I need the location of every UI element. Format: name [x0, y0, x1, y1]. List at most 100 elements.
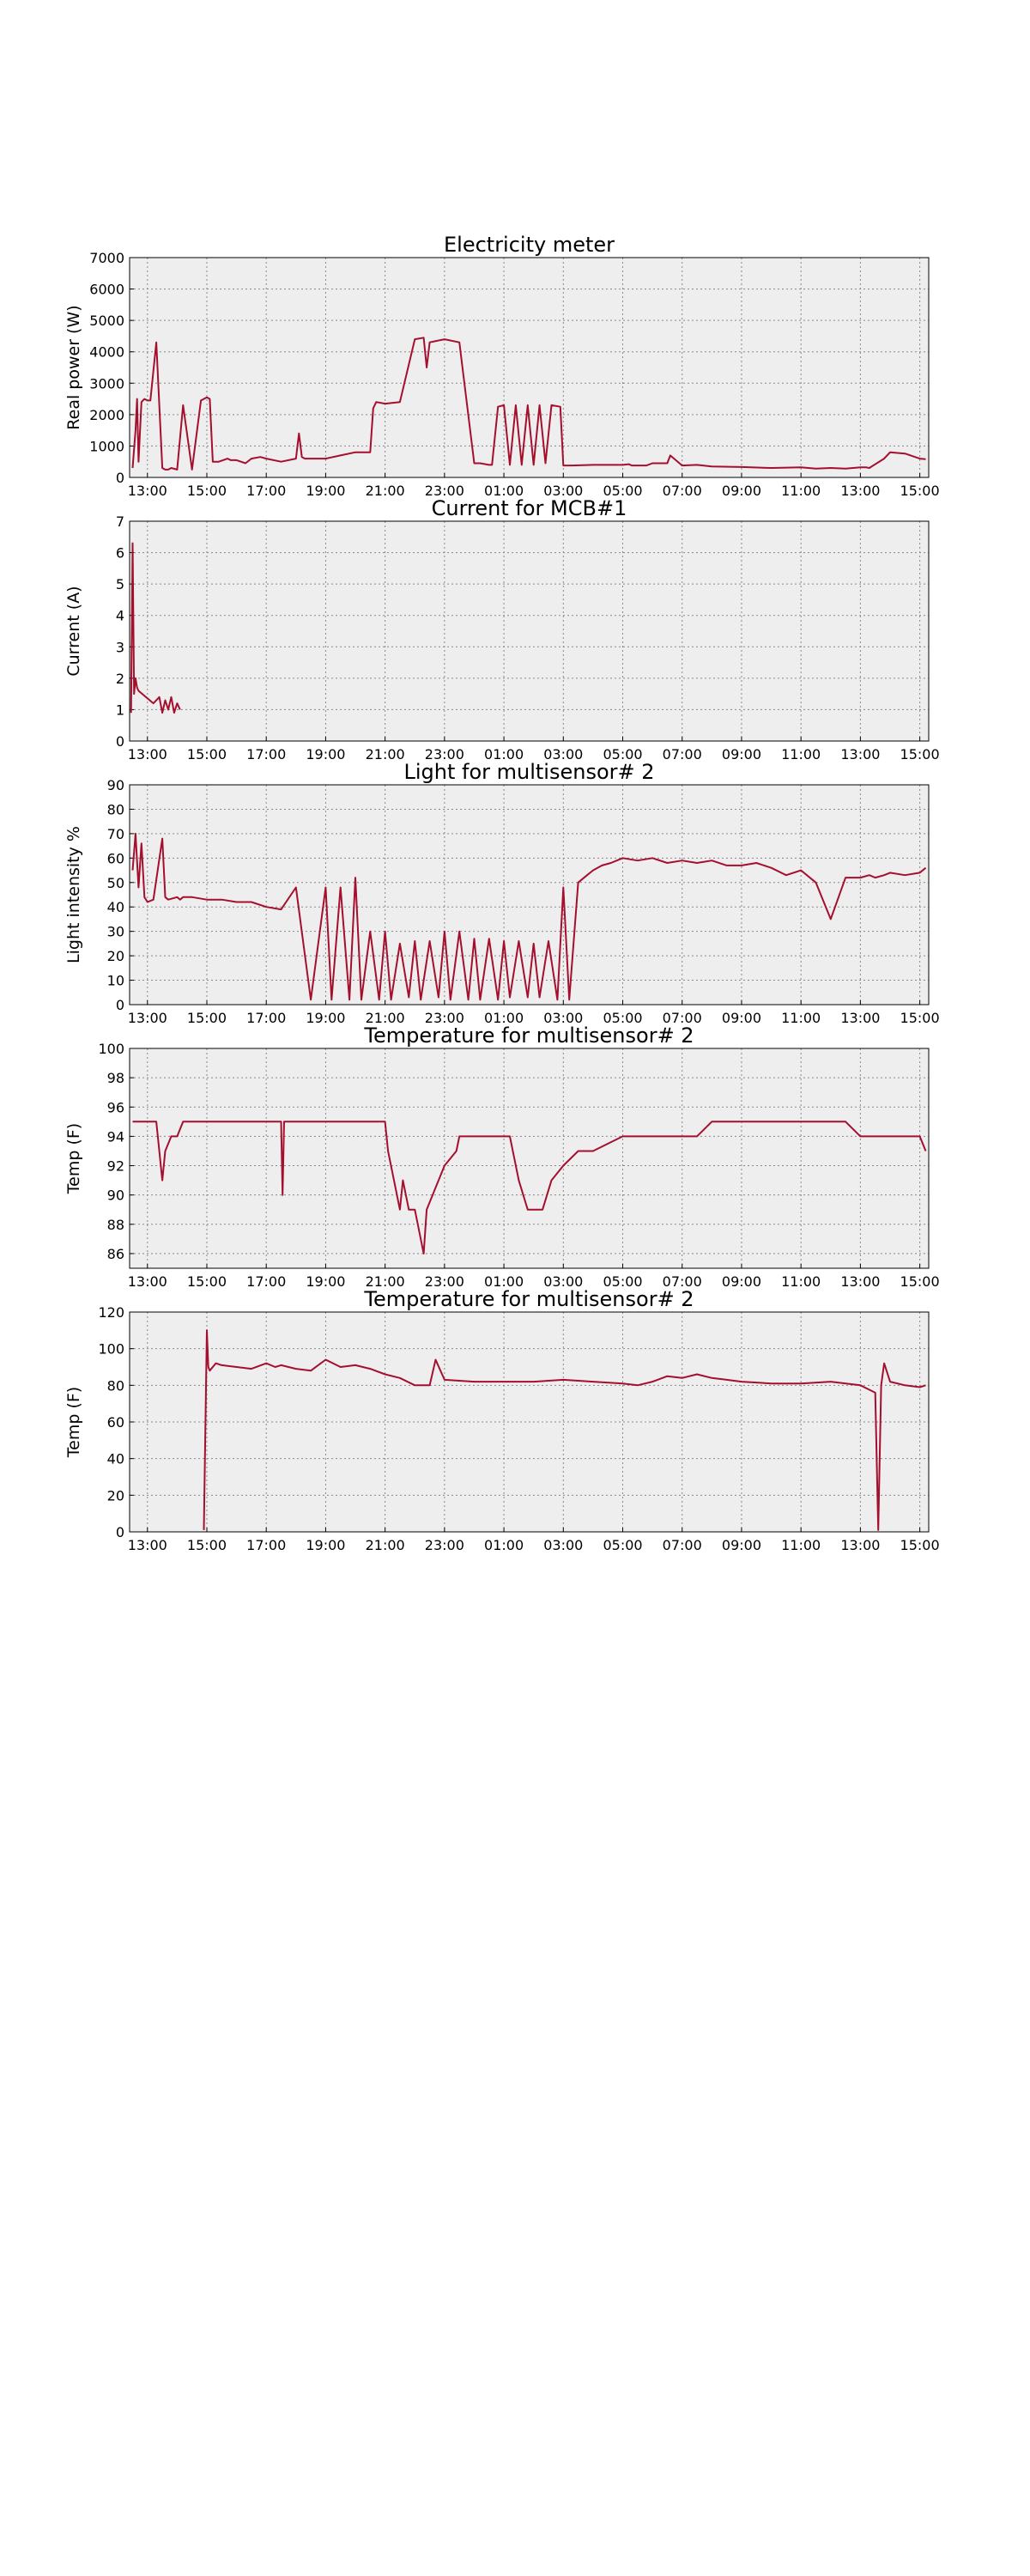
x-tick-label: 15:00	[187, 483, 227, 499]
y-tick-label: 6	[116, 545, 124, 562]
y-tick-label: 120	[98, 1304, 124, 1321]
y-tick-label: 0	[116, 470, 124, 486]
x-tick-label: 11:00	[781, 1010, 821, 1026]
y-tick-label: 60	[107, 850, 124, 866]
y-tick-label: 50	[107, 875, 124, 891]
x-tick-label: 13:00	[840, 1010, 880, 1026]
x-tick-label: 23:00	[425, 746, 464, 762]
y-tick-label: 4	[116, 608, 124, 624]
x-tick-label: 05:00	[603, 1537, 642, 1553]
x-tick-label: 07:00	[663, 1010, 702, 1026]
plot-area	[130, 1048, 929, 1268]
y-tick-label: 88	[107, 1217, 124, 1233]
x-tick-label: 15:00	[900, 1273, 940, 1290]
y-tick-label: 4000	[89, 344, 124, 361]
y-tick-label: 30	[107, 924, 124, 940]
x-tick-label: 19:00	[306, 746, 345, 762]
x-tick-label: 19:00	[306, 1273, 345, 1290]
x-tick-label: 13:00	[128, 1010, 167, 1026]
x-tick-label: 15:00	[900, 746, 940, 762]
x-tick-label: 13:00	[840, 746, 880, 762]
x-tick-label: 19:00	[306, 1537, 345, 1553]
y-axis-label: Temp (F)	[64, 1387, 83, 1458]
x-tick-label: 01:00	[484, 1537, 524, 1553]
y-tick-label: 92	[107, 1158, 124, 1175]
x-tick-label: 07:00	[663, 1537, 702, 1553]
chart-title: Current for MCB#1	[432, 496, 627, 520]
y-axis-label: Current (A)	[64, 586, 83, 676]
y-tick-label: 90	[107, 1188, 124, 1204]
x-tick-label: 03:00	[543, 1010, 583, 1026]
x-tick-label: 13:00	[128, 483, 167, 499]
chart-4	[129, 1048, 930, 1269]
x-tick-label: 09:00	[722, 1273, 761, 1290]
x-tick-label: 21:00	[366, 1537, 405, 1553]
y-tick-label: 20	[107, 948, 124, 964]
x-tick-label: 17:00	[246, 1537, 286, 1553]
x-tick-label: 11:00	[781, 483, 821, 499]
x-tick-label: 17:00	[246, 1273, 286, 1290]
x-tick-label: 03:00	[543, 746, 583, 762]
x-tick-label: 01:00	[484, 1010, 524, 1026]
x-tick-label: 15:00	[187, 746, 227, 762]
y-tick-label: 1000	[89, 438, 124, 454]
x-tick-label: 05:00	[603, 483, 642, 499]
x-tick-label: 09:00	[722, 483, 761, 499]
y-tick-label: 5000	[89, 313, 124, 329]
series-line	[130, 542, 181, 714]
series-line	[203, 1329, 926, 1531]
y-tick-label: 3	[116, 639, 124, 655]
x-tick-label: 13:00	[128, 1537, 167, 1553]
chart-title: Temperature for multisensor# 2	[363, 1024, 694, 1048]
x-tick-label: 21:00	[366, 483, 405, 499]
x-tick-label: 03:00	[543, 483, 583, 499]
y-tick-label: 0	[116, 733, 124, 750]
y-tick-label: 3000	[89, 375, 124, 392]
y-tick-label: 0	[116, 1524, 124, 1540]
series-line	[131, 337, 926, 471]
chart-title: Electricity meter	[444, 233, 615, 257]
x-tick-label: 15:00	[900, 1537, 940, 1553]
x-tick-label: 23:00	[425, 1537, 464, 1553]
x-tick-label: 23:00	[425, 483, 464, 499]
y-tick-label: 100	[98, 1341, 124, 1358]
x-tick-label: 13:00	[840, 483, 880, 499]
y-tick-label: 80	[107, 801, 124, 817]
x-tick-label: 21:00	[366, 746, 405, 762]
y-axis-label: Real power (W)	[64, 305, 83, 429]
y-tick-label: 96	[107, 1099, 124, 1115]
x-tick-label: 07:00	[663, 483, 702, 499]
y-tick-label: 10	[107, 973, 124, 989]
y-tick-label: 0	[116, 997, 124, 1013]
y-tick-label: 60	[107, 1414, 124, 1431]
axes-frame	[129, 1048, 930, 1269]
chart-3	[129, 784, 930, 1005]
x-tick-label: 19:00	[306, 1010, 345, 1026]
x-tick-label: 21:00	[366, 1010, 405, 1026]
y-tick-label: 40	[107, 899, 124, 915]
x-tick-label: 15:00	[900, 1010, 940, 1026]
series-line	[131, 832, 927, 1001]
x-tick-label: 07:00	[663, 1273, 702, 1290]
x-tick-label: 23:00	[425, 1010, 464, 1026]
y-tick-label: 2000	[89, 407, 124, 423]
series-line	[132, 1121, 927, 1255]
x-tick-label: 13:00	[128, 746, 167, 762]
y-tick-label: 100	[98, 1041, 124, 1057]
x-tick-label: 01:00	[484, 746, 524, 762]
y-tick-label: 70	[107, 826, 124, 842]
y-tick-label: 7000	[89, 250, 124, 266]
x-tick-label: 03:00	[543, 1537, 583, 1553]
x-tick-label: 07:00	[663, 746, 702, 762]
x-tick-label: 11:00	[781, 1273, 821, 1290]
y-tick-label: 80	[107, 1377, 124, 1394]
x-tick-label: 17:00	[246, 1010, 286, 1026]
y-tick-label: 20	[107, 1487, 124, 1504]
y-tick-label: 1	[116, 702, 124, 718]
x-tick-label: 11:00	[781, 1537, 821, 1553]
x-tick-label: 15:00	[187, 1273, 227, 1290]
chart-title: Light for multisensor# 2	[403, 760, 654, 784]
y-tick-label: 94	[107, 1128, 124, 1145]
